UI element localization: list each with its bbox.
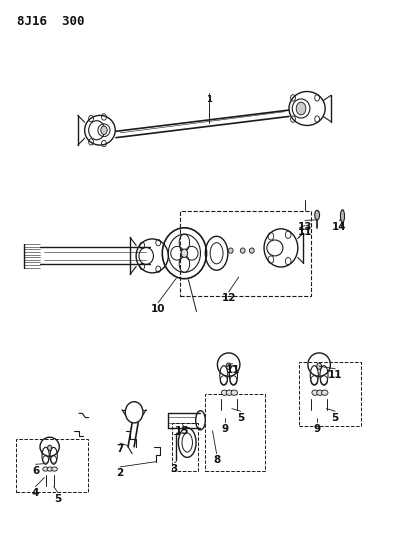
Text: 10: 10 xyxy=(151,304,166,314)
Bar xyxy=(173,423,198,471)
Ellipse shape xyxy=(341,210,345,222)
Text: 11: 11 xyxy=(298,227,312,237)
Text: 12: 12 xyxy=(222,293,236,303)
Text: 8: 8 xyxy=(213,455,220,465)
Ellipse shape xyxy=(322,390,328,395)
Text: 13: 13 xyxy=(298,222,312,232)
Text: 15: 15 xyxy=(175,426,190,436)
Text: 1: 1 xyxy=(206,95,211,104)
Text: 8J16  300: 8J16 300 xyxy=(17,14,85,28)
Ellipse shape xyxy=(47,467,53,471)
Ellipse shape xyxy=(228,248,233,253)
Text: 11: 11 xyxy=(226,365,240,375)
Ellipse shape xyxy=(296,102,306,115)
Ellipse shape xyxy=(240,248,245,253)
Text: 7: 7 xyxy=(116,445,124,455)
Text: 11: 11 xyxy=(328,370,343,380)
Ellipse shape xyxy=(226,390,232,395)
Circle shape xyxy=(181,249,188,257)
Ellipse shape xyxy=(52,467,57,471)
Text: 3: 3 xyxy=(171,464,178,474)
Text: 6: 6 xyxy=(32,466,39,475)
Text: 14: 14 xyxy=(332,222,347,232)
Bar xyxy=(299,362,361,425)
Text: 5: 5 xyxy=(237,413,244,423)
Text: 5: 5 xyxy=(332,413,339,423)
Circle shape xyxy=(317,363,322,369)
Text: 2: 2 xyxy=(116,469,124,478)
Ellipse shape xyxy=(43,467,49,471)
Ellipse shape xyxy=(101,126,107,134)
Text: 4: 4 xyxy=(32,488,39,498)
Text: 9: 9 xyxy=(221,424,228,434)
Ellipse shape xyxy=(231,390,237,395)
Bar xyxy=(16,439,88,492)
Bar xyxy=(180,211,311,296)
Bar xyxy=(205,394,265,471)
Circle shape xyxy=(226,363,231,369)
Text: 5: 5 xyxy=(54,494,61,504)
Circle shape xyxy=(48,445,52,450)
Text: 9: 9 xyxy=(313,424,321,434)
Ellipse shape xyxy=(315,211,320,220)
Ellipse shape xyxy=(222,390,228,395)
Ellipse shape xyxy=(317,390,323,395)
Ellipse shape xyxy=(312,390,318,395)
Ellipse shape xyxy=(249,248,254,253)
